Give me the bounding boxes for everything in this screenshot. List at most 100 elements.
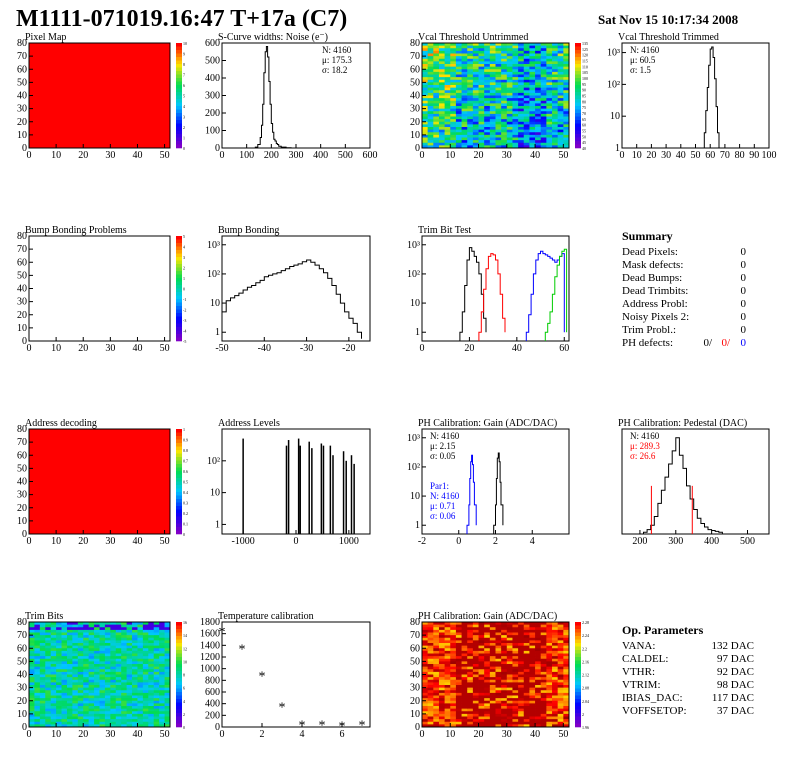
heatmap-cell [501,632,508,636]
heatmap-cell [450,700,457,704]
heatmap-cell [552,656,559,660]
heatmap-cell [506,145,513,149]
heatmap-cell [121,721,128,725]
heatmap-cell [563,64,570,68]
y-tick-label: 10³ [207,240,220,251]
heatmap-cell [29,640,35,644]
heatmap-cell [39,632,46,636]
heatmap-cell [104,721,111,725]
heatmap-cell [438,127,446,131]
heatmap-cell [540,669,547,673]
heatmap-cell [450,719,457,723]
palette-swatch [176,474,182,479]
heatmap-cell [34,664,41,668]
heatmap-cell [422,627,429,631]
heatmap-cell [495,132,502,136]
y-tick-label: 10 [410,298,420,309]
heatmap-cell [45,640,52,644]
heatmap-cell [433,658,440,662]
heatmap-cell [506,50,513,54]
heatmap-cell [563,719,570,723]
heatmap-cell [461,74,468,78]
heatmap-cell [557,690,564,694]
heatmap-cell [467,132,474,136]
heatmap-cell [557,698,564,702]
heatmap-cell [563,653,570,657]
series-line [525,250,565,341]
heatmap-cell [467,69,474,73]
heatmap-cell [523,74,530,78]
palette-swatch [176,274,182,279]
heatmap-cell [478,682,485,686]
heatmap-cell [523,85,530,89]
heatmap-cell [563,690,570,694]
heatmap-cell [164,658,171,662]
heatmap-cell [137,708,144,712]
heatmap-cell [104,692,111,696]
heatmap-cell [478,711,485,715]
heatmap-cell [39,721,46,725]
heatmap-cell [88,666,95,670]
heatmap-cell [540,685,547,689]
heatmap-cell [159,637,165,641]
heatmap-cell [142,711,149,715]
heatmap-cell [450,661,457,665]
par-stats-line: μ: 0.71 [430,501,455,511]
heatmap-cell [506,48,513,52]
heatmap-cell [450,108,457,112]
y-tick-label: 40 [17,284,27,295]
heatmap-cell [450,116,457,120]
heatmap-cell [433,700,440,704]
heatmap-cell [137,713,144,717]
heatmap-cell [552,129,559,133]
heatmap-cell [444,121,451,125]
heatmap-cell [83,685,90,689]
heatmap-cell [535,658,542,662]
heatmap-cell [433,661,440,665]
heatmap-cell [164,645,171,649]
heatmap-cell [501,103,508,107]
heatmap-cell [159,703,165,707]
heatmap-cell [66,711,73,715]
heatmap-cell [50,658,57,662]
heatmap-cell [61,708,68,712]
heatmap-cell [529,653,536,657]
heatmap-cell [88,629,95,633]
heatmap-cell [438,124,446,128]
heatmap-cell [159,645,165,649]
heatmap-cell [467,66,474,70]
heatmap-cell [450,113,457,117]
heatmap-cell [45,700,52,704]
heatmap-cell [88,640,95,644]
heatmap-cell [478,69,485,73]
heatmap-cell [535,45,542,49]
heatmap-cell [455,658,462,662]
palette-swatch [176,144,182,149]
heatmap-cell [529,692,536,696]
heatmap-cell [540,113,547,117]
heatmap-cell [461,698,468,702]
palette-swatch [176,643,182,647]
y-tick-label: 10² [407,269,420,280]
heatmap-cell [433,669,440,673]
heatmap-cell [427,677,434,681]
heatmap-cell [546,66,553,70]
heatmap-cell [512,690,519,694]
heatmap-cell [529,61,536,65]
heatmap-cell [495,700,502,704]
heatmap-cell [546,671,553,675]
heatmap-cell [557,113,564,117]
heatmap-cell [45,703,52,707]
heatmap-cell [422,632,429,636]
heatmap-cell [472,134,479,138]
heatmap-cell [153,669,160,673]
heatmap-cell [422,132,429,136]
heatmap-cell [472,127,479,131]
heatmap-cell [164,685,171,689]
heatmap-cell [121,643,128,647]
heatmap-cell [506,82,513,86]
heatmap-cell [484,687,491,691]
heatmap-cell [523,119,530,123]
x-tick-label: 0 [294,536,299,547]
